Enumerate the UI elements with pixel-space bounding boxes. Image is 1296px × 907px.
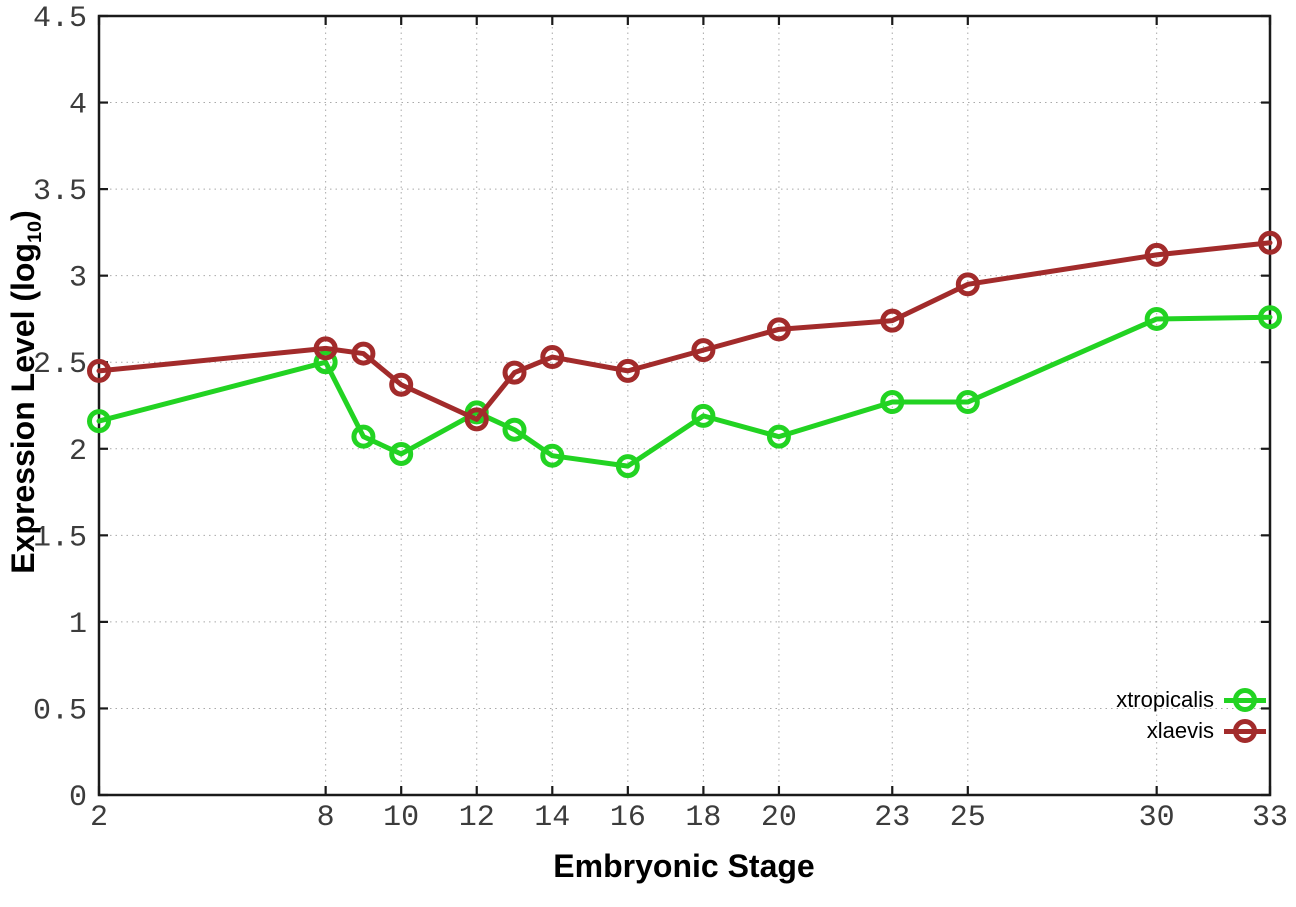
legend-label-xtropicalis: xtropicalis bbox=[1116, 687, 1214, 712]
data-point-xtropicalis bbox=[351, 424, 376, 449]
data-point-xlaevis bbox=[464, 407, 489, 432]
data-point-xlaevis bbox=[691, 338, 716, 363]
data-point-xlaevis bbox=[1144, 242, 1169, 267]
series-line-xlaevis bbox=[96, 240, 1273, 422]
y-tick-label: 1.5 bbox=[33, 521, 87, 555]
y-axis-title-main: Expression Level (log bbox=[4, 242, 41, 574]
x-tick-label: 12 bbox=[459, 801, 495, 835]
data-point-xtropicalis bbox=[691, 403, 716, 428]
data-point-xtropicalis bbox=[880, 390, 905, 415]
data-point-xlaevis bbox=[313, 336, 338, 361]
data-point-xtropicalis bbox=[1144, 306, 1169, 331]
y-axis-title-end: ) bbox=[4, 210, 41, 221]
x-tick-label: 14 bbox=[534, 801, 570, 835]
data-point-xlaevis bbox=[502, 360, 527, 385]
data-point-xlaevis bbox=[87, 358, 111, 383]
legend-label-xlaevis: xlaevis bbox=[1146, 718, 1214, 743]
x-tick-label: 33 bbox=[1252, 801, 1288, 835]
y-tick-label: 3 bbox=[69, 262, 87, 296]
y-tick-label: 4.5 bbox=[33, 2, 87, 36]
y-tick-label: 1 bbox=[69, 608, 87, 642]
data-point-xtropicalis bbox=[1258, 305, 1282, 330]
data-point-xtropicalis bbox=[955, 390, 980, 415]
data-point-xtropicalis bbox=[502, 417, 527, 442]
x-tick-label: 2 bbox=[90, 801, 108, 835]
x-tick-label: 8 bbox=[317, 801, 335, 835]
legend-sample-xtropicalis bbox=[1224, 687, 1266, 713]
x-tick-label: 18 bbox=[685, 801, 721, 835]
data-point-xlaevis bbox=[351, 341, 376, 366]
data-point-xlaevis bbox=[955, 272, 980, 297]
y-axis-title: Expression Level (log10) bbox=[5, 210, 47, 573]
y-tick-label: 0 bbox=[69, 781, 87, 815]
data-point-xlaevis bbox=[615, 358, 640, 383]
legend-circle-marker-icon bbox=[1233, 688, 1257, 712]
x-tick-label: 16 bbox=[610, 801, 646, 835]
x-tick-label: 10 bbox=[383, 801, 419, 835]
y-tick-label: 2 bbox=[69, 435, 87, 469]
x-tick-label: 23 bbox=[874, 801, 910, 835]
data-point-xtropicalis bbox=[389, 441, 414, 466]
data-point-xlaevis bbox=[880, 308, 905, 333]
y-tick-label: 3.5 bbox=[33, 175, 87, 209]
series-line-xtropicalis bbox=[96, 314, 1273, 469]
legend-row-xtropicalis: xtropicalis bbox=[1116, 685, 1266, 715]
y-tick-label: 0.5 bbox=[33, 694, 87, 728]
x-tick-label: 30 bbox=[1139, 801, 1175, 835]
data-point-xlaevis bbox=[540, 345, 565, 370]
x-tick-label: 20 bbox=[761, 801, 797, 835]
data-point-xtropicalis bbox=[766, 424, 791, 449]
x-axis-title: Embryonic Stage bbox=[553, 848, 815, 884]
data-point-xlaevis bbox=[1258, 230, 1282, 255]
legend: xtropicalis xlaevis bbox=[1116, 685, 1266, 746]
y-tick-label: 4 bbox=[69, 89, 87, 123]
data-point-xlaevis bbox=[766, 317, 791, 342]
x-tick-label: 25 bbox=[950, 801, 986, 835]
y-tick-label: 2.5 bbox=[33, 348, 87, 382]
data-point-xtropicalis bbox=[87, 409, 111, 434]
data-point-xlaevis bbox=[389, 372, 414, 397]
data-point-xtropicalis bbox=[540, 443, 565, 468]
plot-border bbox=[97, 14, 1272, 797]
legend-sample-xlaevis bbox=[1224, 718, 1266, 744]
legend-row-xlaevis: xlaevis bbox=[1116, 716, 1266, 746]
data-point-xtropicalis bbox=[615, 454, 640, 479]
y-axis-title-subscript: 10 bbox=[24, 220, 47, 243]
legend-circle-marker-icon bbox=[1233, 719, 1257, 743]
data-point-xtropicalis bbox=[313, 350, 338, 375]
